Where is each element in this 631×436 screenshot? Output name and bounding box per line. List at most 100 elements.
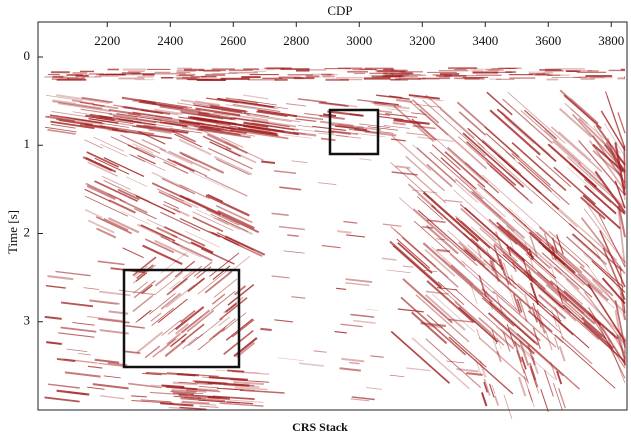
reflector	[179, 184, 210, 200]
reflector	[584, 291, 626, 346]
reflector	[160, 292, 182, 310]
reflector	[554, 337, 560, 350]
reflector	[229, 101, 279, 110]
reflector	[212, 326, 227, 338]
reflector	[444, 151, 486, 188]
reflector	[136, 223, 170, 241]
reflector	[159, 148, 193, 165]
reflector	[435, 238, 446, 241]
reflector	[201, 129, 239, 148]
reflector	[210, 105, 247, 113]
reflector	[154, 272, 183, 295]
reflector	[213, 111, 269, 122]
reflector	[220, 136, 244, 148]
reflector	[426, 219, 446, 224]
reflector	[515, 266, 563, 308]
reflector	[556, 234, 564, 255]
reflector	[508, 326, 565, 377]
reflector	[421, 226, 433, 229]
reflector	[559, 89, 599, 125]
reflector	[168, 193, 199, 209]
reflector	[96, 227, 117, 239]
reflector	[225, 302, 238, 313]
reflector	[128, 153, 146, 163]
reflector	[373, 102, 402, 107]
reflector	[354, 128, 370, 132]
reflector	[171, 389, 197, 394]
reflector	[58, 332, 95, 338]
reflector	[274, 170, 297, 174]
x-tick-label: 3600	[535, 33, 561, 48]
reflector	[122, 350, 141, 355]
reflector	[213, 278, 238, 298]
reflector	[562, 304, 626, 363]
reflector	[216, 232, 255, 251]
reflector	[486, 248, 495, 272]
reflector	[456, 101, 520, 158]
reflector	[426, 280, 475, 323]
reflector	[370, 355, 384, 358]
reflector	[180, 247, 202, 258]
reflector	[277, 357, 304, 362]
reflector	[154, 108, 183, 115]
reflector	[548, 230, 590, 268]
reflector	[212, 265, 231, 281]
reflector	[283, 250, 305, 254]
reflector	[50, 120, 95, 130]
reflector	[591, 260, 626, 293]
reflector	[304, 113, 322, 117]
reflector	[407, 183, 437, 209]
reflector	[149, 293, 176, 315]
reflector	[589, 239, 626, 300]
reflector	[285, 103, 307, 107]
reflector	[595, 124, 626, 166]
reflector	[478, 360, 487, 378]
reflector	[317, 182, 337, 186]
x-tick-label: 2200	[94, 33, 120, 48]
reflector	[502, 332, 511, 352]
reflector	[569, 162, 626, 215]
reflector	[94, 180, 138, 202]
reflector	[208, 104, 230, 109]
reflector	[425, 290, 449, 295]
reflector	[164, 339, 186, 358]
reflector	[195, 107, 241, 117]
reflector	[511, 261, 517, 273]
reflector	[320, 101, 358, 108]
reflector	[496, 221, 529, 251]
reflector	[207, 194, 224, 203]
reflector	[154, 270, 175, 287]
reflector	[586, 263, 626, 319]
reflector	[602, 247, 626, 300]
reflector	[532, 191, 577, 231]
reflector	[132, 294, 154, 313]
reflector	[475, 242, 483, 259]
reflector	[353, 319, 376, 324]
reflector	[313, 350, 327, 353]
reflector	[431, 144, 461, 171]
reflector	[128, 111, 154, 117]
reflector	[378, 110, 393, 114]
reflector	[549, 280, 602, 327]
reflector	[232, 103, 281, 113]
reflector	[94, 157, 130, 175]
reflector	[461, 260, 519, 312]
reflector	[175, 306, 205, 331]
reflector	[599, 230, 626, 288]
reflector	[393, 120, 422, 125]
reflector	[279, 186, 302, 191]
reflector	[564, 102, 589, 125]
reflector	[248, 128, 272, 133]
reflector	[506, 224, 562, 275]
reflector	[98, 362, 124, 367]
reflector	[527, 310, 553, 333]
reflector	[132, 264, 157, 284]
reflector	[354, 132, 386, 138]
reflector	[349, 361, 360, 365]
reflector	[442, 257, 507, 315]
reflector	[180, 110, 233, 121]
reflector	[239, 389, 285, 394]
reflector	[397, 242, 433, 274]
reflector	[580, 196, 606, 220]
reflector	[127, 113, 179, 123]
